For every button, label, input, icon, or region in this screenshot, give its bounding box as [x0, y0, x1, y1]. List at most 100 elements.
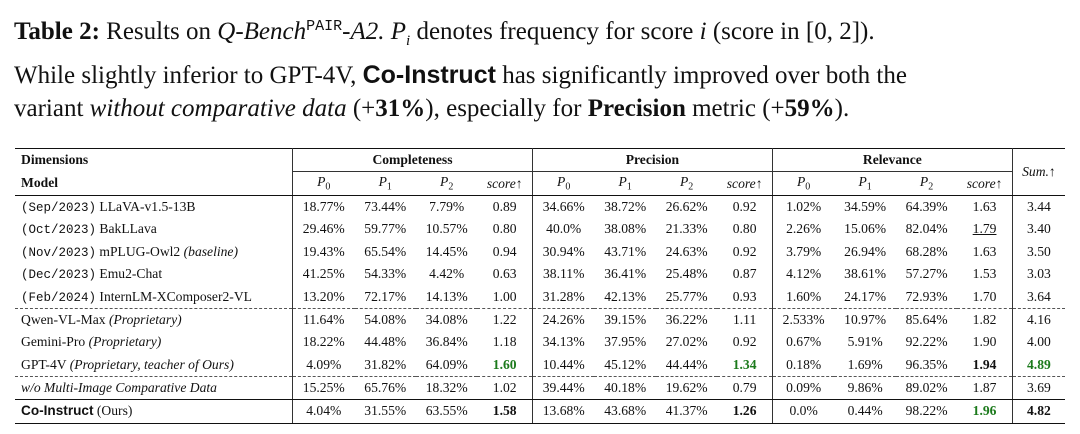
value-cell: 1.60 [477, 353, 533, 377]
value-cell: 3.44 [1027, 198, 1051, 214]
model-date: (Oct/2023) [21, 223, 97, 238]
value-cell: 4.89 [1012, 353, 1065, 377]
value-cell: 4.16 [1027, 311, 1051, 327]
value-cell: 1.60% [772, 285, 835, 309]
value-cell: 1.94 [957, 353, 1013, 377]
caption-text: -A2. [342, 18, 391, 45]
model-cell: (Feb/2024) InternLM-XComposer2-VL [15, 285, 293, 309]
value-cell: 54.33% [364, 266, 407, 282]
value-cell: 0.44% [834, 399, 896, 424]
model-cell: w/o Multi-Image Comparative Data [15, 376, 293, 401]
column-header: score↑ [957, 171, 1013, 196]
value-cell: 10.57% [425, 221, 468, 237]
value-cell: 57.27% [905, 266, 948, 282]
value-cell: 39.44% [532, 376, 595, 401]
caption-math: i [699, 18, 707, 45]
caption-text: ). [834, 95, 850, 122]
value-cell: 64.09% [415, 353, 478, 377]
caption-text: (+ [346, 95, 376, 122]
caption-math: P [390, 18, 407, 45]
group-header: Completeness [292, 147, 533, 173]
caption-line: While slightly inferior to GPT-4V, Co-In… [14, 59, 1074, 93]
value-cell: 4.04% [292, 399, 355, 424]
caption-text: Co-Instruct [362, 60, 496, 89]
value-cell: 1.18 [477, 331, 533, 354]
model-name: mPLUG-Owl2 [99, 243, 181, 259]
value-cell: 36.41% [604, 266, 647, 282]
table-row: (Dec/2023) Emu2-Chat 41.25% 54.33% 4.42% 0.6… [15, 262, 1065, 286]
value-cell: 34.08% [425, 311, 468, 327]
value-cell: 15.06% [844, 221, 887, 237]
column-subscript: 0 [565, 181, 571, 193]
value-cell: 64.39% [905, 198, 948, 214]
value-cell: 0.89 [477, 195, 533, 219]
value-cell: 19.43% [302, 243, 345, 259]
value-cell: 59.77% [364, 221, 407, 237]
column-symbol: P [317, 174, 326, 190]
value-cell: 1.82 [957, 308, 1013, 332]
value-cell: 31.28% [532, 285, 595, 309]
column-subscript: 0 [325, 181, 331, 193]
value-cell: 85.64% [905, 311, 948, 327]
value-cell: 73.44% [364, 198, 407, 214]
caption-subscript: i [406, 33, 411, 49]
value-cell: 98.22% [895, 399, 958, 424]
value-cell: 1.79 [957, 218, 1013, 241]
value-cell: 43.68% [594, 399, 656, 424]
value-cell: 4.00 [1027, 334, 1051, 350]
model-name: GPT-4V [21, 356, 67, 372]
value-cell: 26.62% [665, 198, 708, 214]
value-cell: 0.67% [786, 334, 822, 350]
value-cell: 1.69% [834, 353, 896, 377]
value-cell: 27.02% [665, 334, 708, 350]
value-cell: 1.00 [477, 285, 533, 309]
model-cell: (Dec/2023) Emu2-Chat [15, 262, 293, 286]
value-cell: 21.33% [665, 221, 708, 237]
value-cell: 31.55% [354, 399, 416, 424]
value-cell: 0.94 [477, 240, 533, 263]
value-cell: 89.02% [895, 376, 958, 401]
value-cell: 39.15% [604, 311, 647, 327]
table-row: Co-Instruct (Ours) 4.04% 31.55% 63.55% 1.58 1… [15, 399, 1065, 424]
group-header: Precision [532, 147, 773, 173]
value-cell: 0.0% [772, 399, 835, 424]
value-cell: 45.12% [594, 353, 656, 377]
caption-text: 59% [784, 95, 835, 122]
value-cell: 0.80 [477, 218, 533, 241]
table-row: (Nov/2023) mPLUG-Owl2 (baseline) 19.43% 65… [15, 240, 1065, 263]
value-cell: 25.48% [665, 266, 708, 282]
value-cell: 14.45% [425, 243, 468, 259]
caption-label: Table 2: [14, 18, 100, 45]
value-cell: 31.82% [354, 353, 416, 377]
caption-text: variant [14, 95, 90, 122]
value-cell: 3.69 [1012, 376, 1065, 401]
model-name: LLaVA-v1.5-13B [99, 198, 196, 214]
column-header: P1 [354, 171, 416, 196]
value-cell: 1.70 [957, 285, 1013, 309]
value-cell: 36.22% [665, 311, 708, 327]
value-cell: 41.37% [655, 399, 718, 424]
model-name: BakLLava [99, 221, 157, 237]
value-cell: 92.22% [905, 334, 948, 350]
value-cell: 1.34 [717, 353, 773, 377]
value-cell: 63.55% [415, 399, 478, 424]
value-cell: 0.09% [772, 376, 835, 401]
value-cell: 72.93% [895, 285, 958, 309]
column-header: P2 [415, 171, 478, 196]
value-cell: 4.09% [292, 353, 355, 377]
value-cell: 1.90 [957, 331, 1013, 354]
caption-text: Precision [587, 95, 686, 122]
caption-text: 31% [375, 95, 426, 122]
value-cell: 65.76% [354, 376, 416, 401]
caption-text: (score in [0, 2]). [706, 18, 875, 45]
value-cell: 3.03 [1027, 266, 1051, 282]
model-name: w/o Multi-Image Comparative Data [21, 380, 217, 396]
value-cell: 41.25% [302, 266, 345, 282]
column-symbol: P [557, 174, 566, 190]
value-cell: 40.0% [546, 221, 582, 237]
value-cell: 3.79% [786, 243, 822, 259]
value-cell: 96.35% [895, 353, 958, 377]
caption-text: has significantly improved over both the [495, 61, 907, 89]
model-note: (Proprietary) [88, 334, 162, 350]
model-cell: Gemini-Pro (Proprietary) [15, 331, 293, 354]
